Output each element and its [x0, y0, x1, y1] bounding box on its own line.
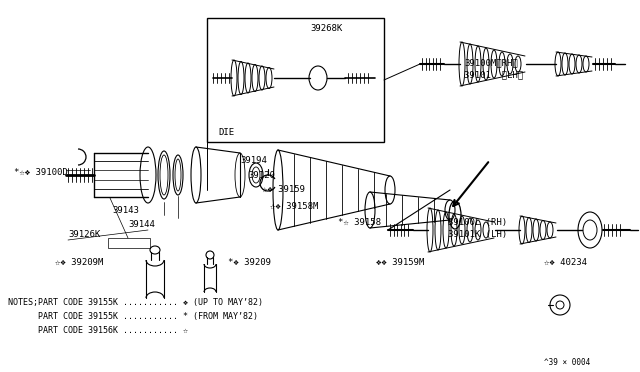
Text: ☆❖ 39158M: ☆❖ 39158M — [270, 202, 318, 211]
Text: ☆❖ 40234: ☆❖ 40234 — [544, 258, 587, 267]
Text: *☆❖ 39100D: *☆❖ 39100D — [14, 168, 68, 177]
Bar — [207, 18, 384, 142]
Text: NOTES;PART CODE 39155K ........... ❖ (UP TO MAY’82): NOTES;PART CODE 39155K ........... ❖ (UP… — [8, 298, 263, 307]
Text: 39268K: 39268K — [310, 24, 342, 33]
Text: 39143: 39143 — [112, 206, 139, 215]
Text: *❖ 39209: *❖ 39209 — [228, 258, 271, 267]
Text: DIE: DIE — [218, 128, 234, 137]
Text: 39100L (RH): 39100L (RH) — [448, 218, 507, 227]
Text: PART CODE 39155K ........... * (FROM MAY’82): PART CODE 39155K ........... * (FROM MAY… — [8, 312, 258, 321]
Text: ^39 × 0004: ^39 × 0004 — [544, 358, 590, 367]
Text: *☆ 39158: *☆ 39158 — [338, 218, 381, 227]
Text: 39194: 39194 — [240, 156, 267, 165]
Bar — [108, 238, 150, 248]
Ellipse shape — [140, 147, 156, 203]
Text: ❖❖ 39159M: ❖❖ 39159M — [376, 258, 424, 267]
Text: 39120: 39120 — [248, 171, 275, 180]
Text: ☆❖ 39209M: ☆❖ 39209M — [55, 258, 104, 267]
Text: 39101K (LH): 39101K (LH) — [448, 230, 507, 239]
Text: 39101  〈LH〉: 39101 〈LH〉 — [464, 70, 523, 79]
Ellipse shape — [578, 212, 602, 248]
Text: 39100M〈RH〉: 39100M〈RH〉 — [464, 58, 518, 67]
Text: 39126K: 39126K — [68, 230, 100, 239]
Text: 39144: 39144 — [128, 220, 155, 229]
Text: ☆❖ 39159: ☆❖ 39159 — [262, 185, 305, 194]
Text: PART CODE 39156K ........... ☆: PART CODE 39156K ........... ☆ — [8, 326, 188, 335]
